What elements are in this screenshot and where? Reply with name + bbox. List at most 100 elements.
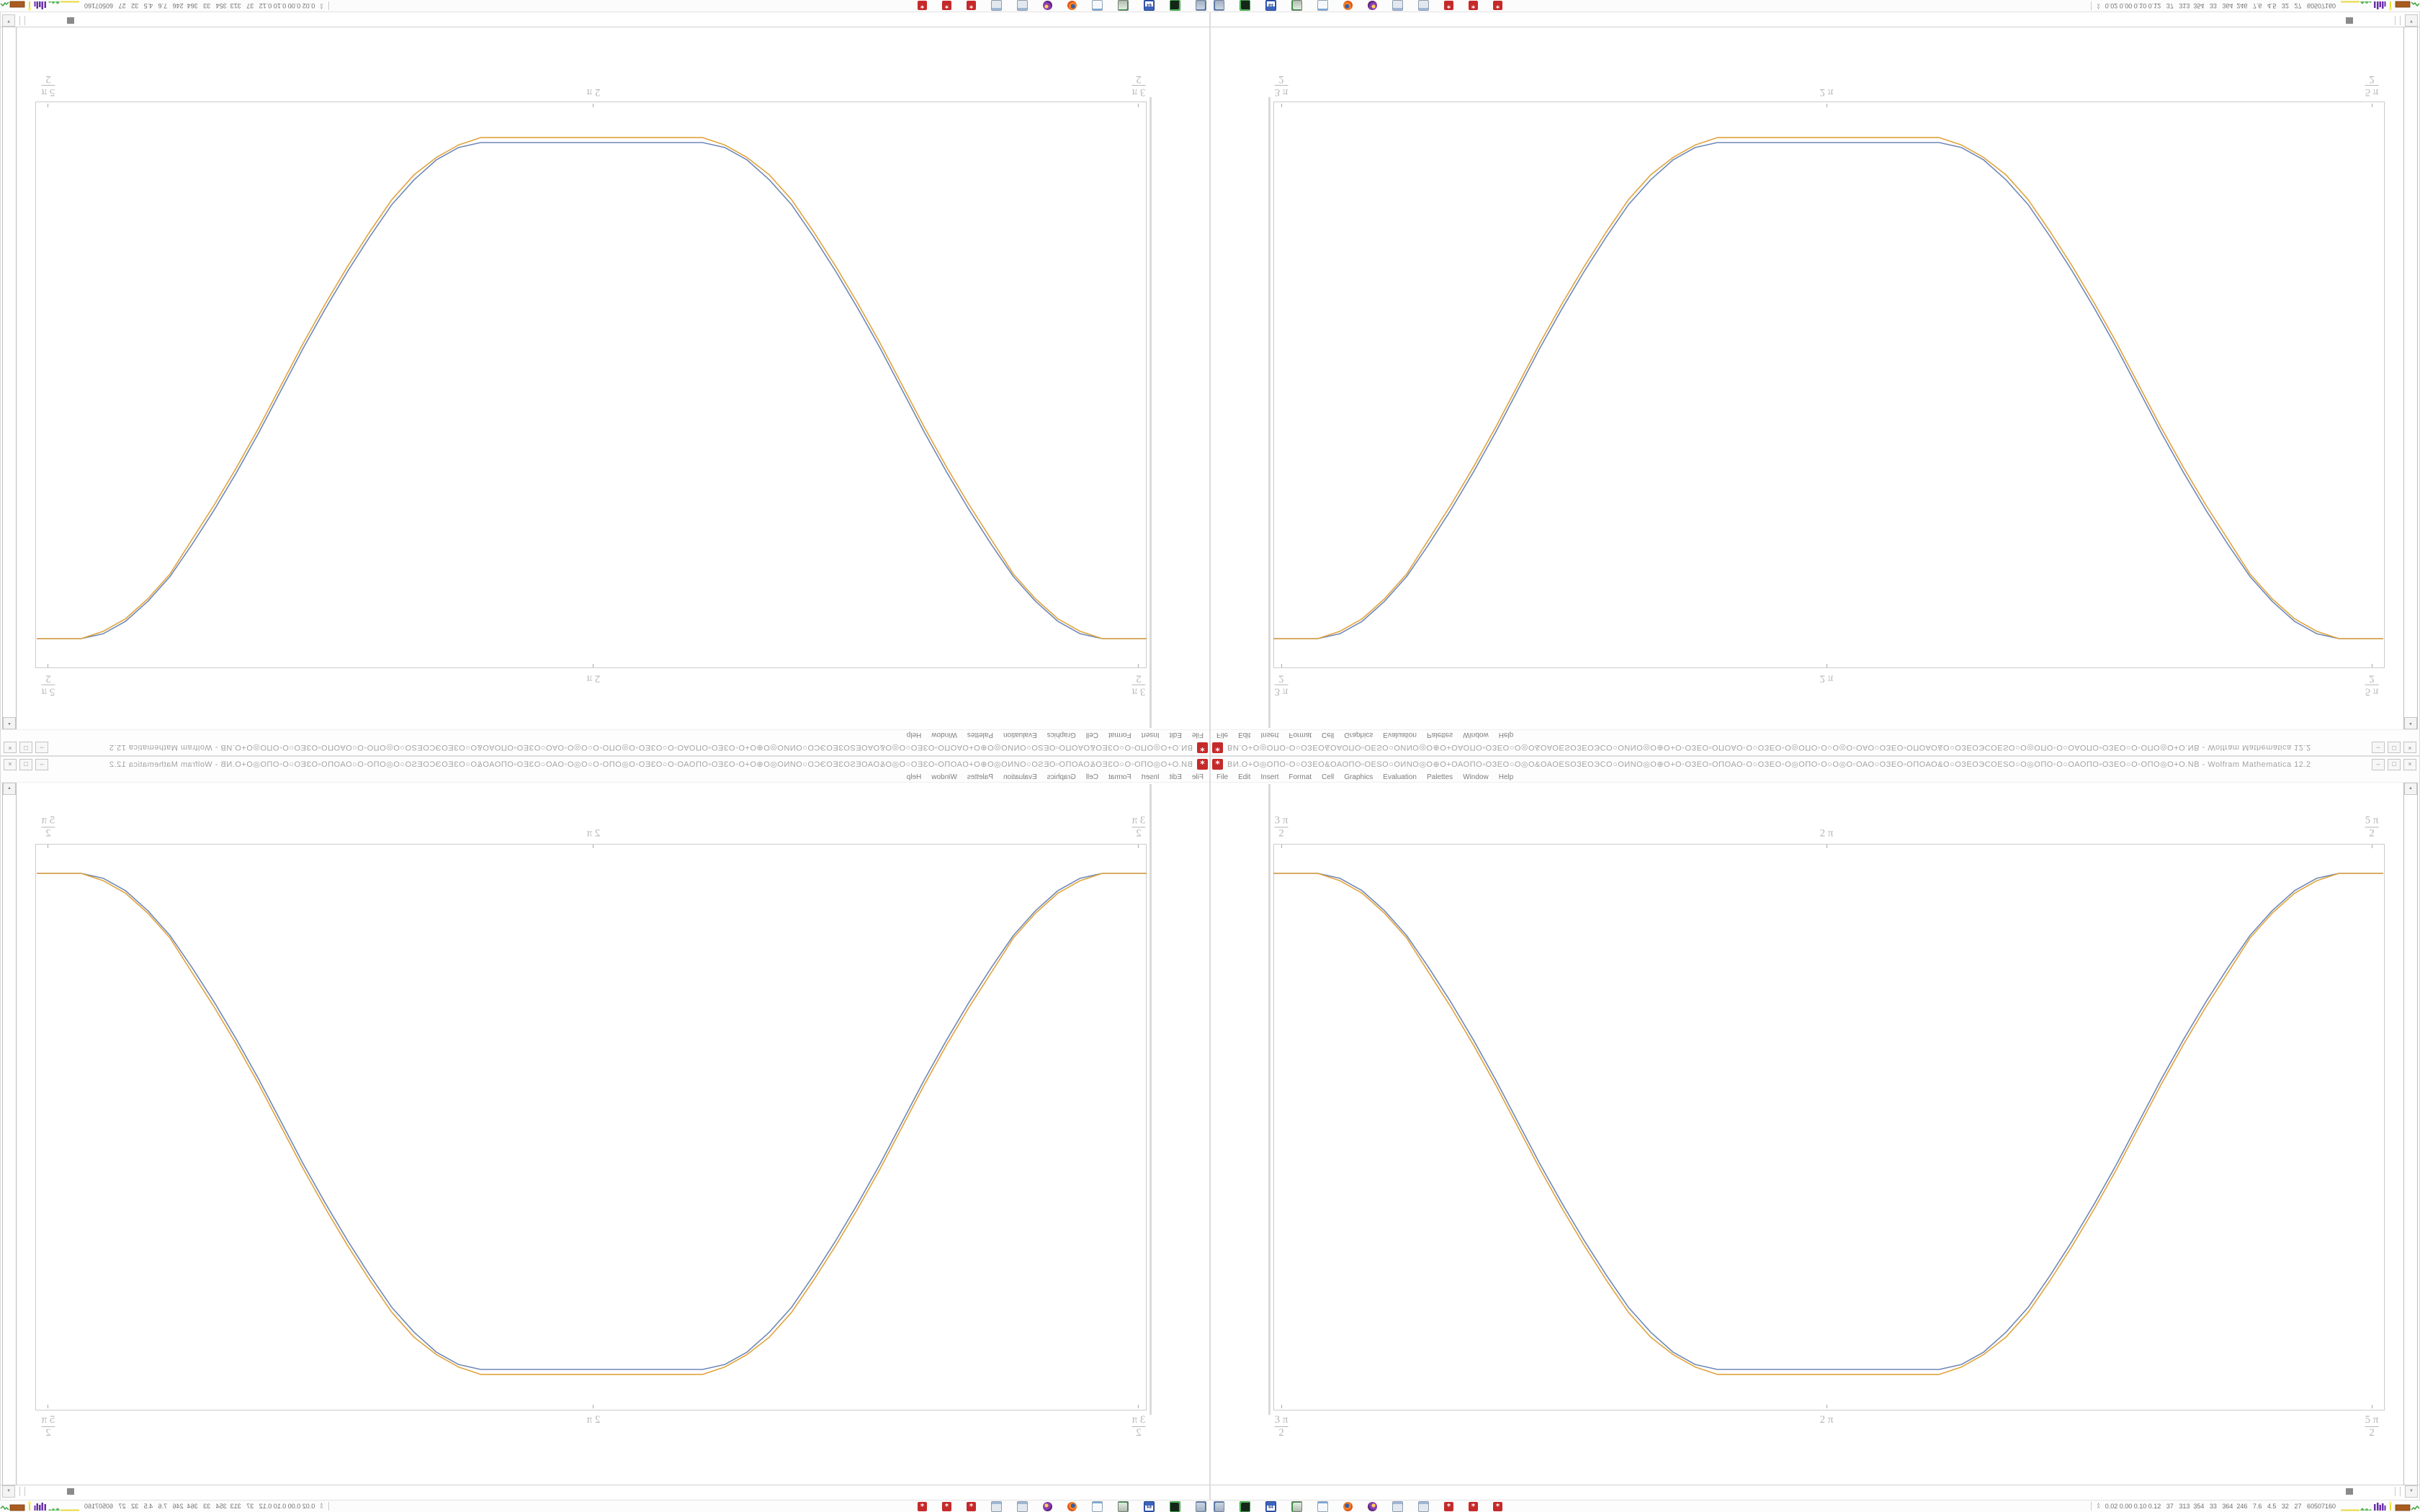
menu-edit[interactable]: Edit	[1238, 731, 1251, 739]
menu-window[interactable]: Window	[931, 731, 957, 739]
launcher-computer[interactable]	[1214, 1500, 1224, 1512]
menu-help[interactable]: Help	[1498, 731, 1514, 739]
title-bar[interactable]: * ΒИ.Ο+Ο◎ΟΠΟ◦Ο○ΟЗΕΟ&ΟΑΟΠΟ▫ΟΕЅΟ○ΟИΝΟ◎Ο⊕Ο+…	[1211, 740, 2419, 755]
launcher-media-app[interactable]	[1043, 1, 1052, 11]
close-button[interactable]: ×	[2403, 758, 2416, 770]
launcher-computer[interactable]	[1196, 0, 1206, 12]
close-button[interactable]: ×	[4, 758, 17, 770]
minimize-button[interactable]: –	[35, 758, 48, 770]
launcher-calculator-2[interactable]	[1418, 0, 1429, 12]
scroll-up-button[interactable]: ▲	[2404, 717, 2417, 729]
menu-graphics[interactable]: Graphics	[1047, 731, 1076, 739]
tray-expander-icon[interactable]: ∧ ∧	[2097, 1503, 2100, 1510]
menu-insert[interactable]: Insert	[1260, 731, 1279, 739]
launcher-text-editor[interactable]	[1092, 1500, 1103, 1512]
menu-evaluation[interactable]: Evaluation	[1003, 773, 1037, 781]
menu-format[interactable]: Format	[1289, 731, 1312, 739]
launcher-calculator-2[interactable]	[991, 1500, 1002, 1512]
launcher-computer[interactable]	[1214, 0, 1224, 12]
menu-cell[interactable]: Cell	[1322, 731, 1335, 739]
menu-edit[interactable]: Edit	[1169, 773, 1182, 781]
menu-evaluation[interactable]: Evaluation	[1383, 731, 1417, 739]
tray-expander-icon[interactable]: ∧ ∧	[320, 2, 323, 9]
launcher-mathematica-2[interactable]: *	[1469, 1501, 1478, 1511]
launcher-remote-display[interactable]	[1118, 0, 1129, 12]
restore-button[interactable]: □	[2388, 742, 2401, 754]
launcher-mathematica-1[interactable]: *	[1444, 1501, 1453, 1511]
minimize-button[interactable]: –	[2372, 742, 2385, 754]
launcher-text-editor[interactable]	[1317, 0, 1328, 12]
launcher-calculator-1[interactable]	[1392, 0, 1403, 12]
menu-cell[interactable]: Cell	[1322, 773, 1335, 781]
minimize-button[interactable]: –	[2372, 758, 2385, 770]
menu-window[interactable]: Window	[931, 773, 957, 781]
launcher-remote-display[interactable]	[1118, 1500, 1129, 1512]
menu-file[interactable]: File	[1191, 773, 1204, 781]
menu-graphics[interactable]: Graphics	[1047, 773, 1076, 781]
menu-palettes[interactable]: Palettes	[967, 773, 993, 781]
launcher-mathematica-2[interactable]: *	[942, 1, 951, 11]
launcher-computer[interactable]	[1196, 1500, 1206, 1512]
scroll-down-button[interactable]: ▼	[2, 14, 15, 27]
scroll-down-button[interactable]: ▼	[2405, 14, 2418, 27]
launcher-remote-display[interactable]	[1291, 0, 1302, 12]
launcher-terminal[interactable]	[1170, 0, 1180, 12]
menu-help[interactable]: Help	[906, 773, 922, 781]
menu-format[interactable]: Format	[1108, 773, 1131, 781]
launcher-calculator-1[interactable]	[1017, 0, 1028, 12]
launcher-media-app[interactable]	[1043, 1501, 1052, 1511]
vertical-scrollbar[interactable]: ▲	[2403, 783, 2418, 1485]
menu-file[interactable]: File	[1216, 773, 1229, 781]
launcher-firefox[interactable]	[1067, 1, 1077, 11]
menu-file[interactable]: File	[1216, 731, 1229, 739]
restore-button[interactable]: □	[19, 742, 32, 754]
launcher-emulator-64[interactable]: 64	[1144, 1500, 1155, 1512]
menu-window[interactable]: Window	[1463, 731, 1489, 739]
launcher-terminal[interactable]	[1170, 1500, 1180, 1512]
menu-palettes[interactable]: Palettes	[1427, 731, 1453, 739]
scroll-down-button[interactable]: ▼	[2405, 1485, 2418, 1498]
horizontal-scrollbar[interactable]: ▼	[1211, 14, 2419, 27]
title-bar[interactable]: * ΒИ.Ο+Ο◎ΟΠΟ◦Ο○ΟЗΕΟ&ΟΑΟΠΟ▫ΟΕЅΟ○ΟИΝΟ◎Ο⊕Ο+…	[1, 757, 1209, 772]
close-button[interactable]: ×	[2403, 742, 2416, 754]
hscroll-thumb[interactable]	[67, 1488, 74, 1495]
menu-help[interactable]: Help	[1498, 773, 1514, 781]
launcher-firefox[interactable]	[1343, 1, 1353, 11]
menu-evaluation[interactable]: Evaluation	[1003, 731, 1037, 739]
menu-format[interactable]: Format	[1108, 731, 1131, 739]
menu-insert[interactable]: Insert	[1141, 731, 1160, 739]
menu-cell[interactable]: Cell	[1085, 731, 1098, 739]
menu-format[interactable]: Format	[1289, 773, 1312, 781]
launcher-text-editor[interactable]	[1317, 1500, 1328, 1512]
menu-file[interactable]: File	[1191, 731, 1204, 739]
horizontal-scrollbar[interactable]: ▼	[1, 14, 1209, 27]
scroll-down-button[interactable]: ▼	[2, 1485, 15, 1498]
launcher-mathematica-1[interactable]: *	[1444, 1, 1453, 11]
hscroll-thumb[interactable]	[2346, 1488, 2353, 1495]
menu-insert[interactable]: Insert	[1260, 773, 1279, 781]
launcher-media-app[interactable]	[1368, 1, 1377, 11]
launcher-emulator-64[interactable]: 64	[1144, 0, 1155, 12]
launcher-mathematica-1[interactable]: *	[967, 1, 976, 11]
title-bar[interactable]: * ΒИ.Ο+Ο◎ΟΠΟ◦Ο○ΟЗΕΟ&ΟΑΟΠΟ▫ΟΕЅΟ○ΟИΝΟ◎Ο⊕Ο+…	[1, 740, 1209, 755]
tray-expander-icon[interactable]: ∧ ∧	[320, 1503, 323, 1510]
vertical-scrollbar[interactable]: ▲	[2, 27, 17, 729]
launcher-mathematica-1[interactable]: *	[967, 1501, 976, 1511]
menu-edit[interactable]: Edit	[1169, 731, 1182, 739]
launcher-emulator-64[interactable]: 64	[1265, 0, 1276, 12]
restore-button[interactable]: □	[2388, 758, 2401, 770]
menu-cell[interactable]: Cell	[1085, 773, 1098, 781]
menu-palettes[interactable]: Palettes	[967, 731, 993, 739]
vertical-scrollbar[interactable]: ▲	[2403, 27, 2418, 729]
launcher-calculator-1[interactable]	[1017, 1500, 1028, 1512]
launcher-calculator-2[interactable]	[1418, 1500, 1429, 1512]
scroll-up-button[interactable]: ▲	[3, 783, 16, 795]
launcher-remote-display[interactable]	[1291, 1500, 1302, 1512]
menu-help[interactable]: Help	[906, 731, 922, 739]
close-button[interactable]: ×	[4, 742, 17, 754]
minimize-button[interactable]: –	[35, 742, 48, 754]
vertical-scrollbar[interactable]: ▲	[2, 783, 17, 1485]
menu-graphics[interactable]: Graphics	[1344, 773, 1373, 781]
menu-window[interactable]: Window	[1463, 773, 1489, 781]
launcher-calculator-1[interactable]	[1392, 1500, 1403, 1512]
